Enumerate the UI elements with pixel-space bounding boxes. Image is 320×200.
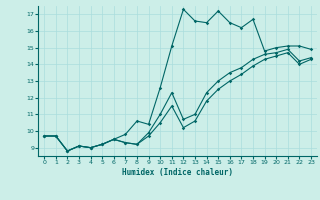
X-axis label: Humidex (Indice chaleur): Humidex (Indice chaleur) — [122, 168, 233, 177]
